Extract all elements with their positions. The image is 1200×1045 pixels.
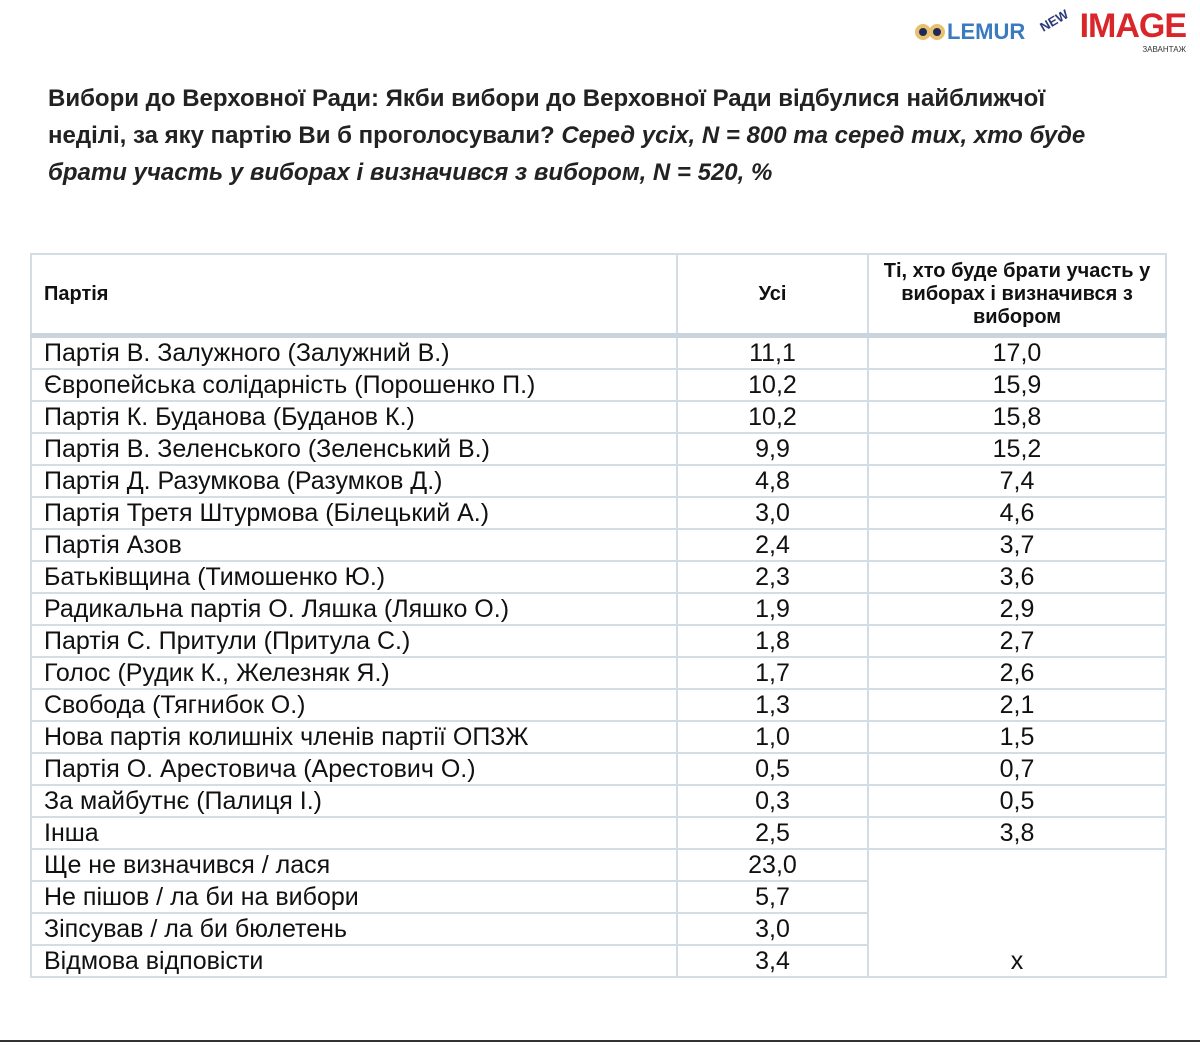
party-cell: Не пішов / ла би на вибори bbox=[30, 880, 678, 914]
all-value-cell: 9,9 bbox=[676, 432, 869, 466]
party-cell: Радикальна партія О. Ляшка (Ляшко О.) bbox=[30, 592, 678, 626]
new-image-logo-sub: ЗАВАНТАЖ bbox=[1142, 45, 1187, 54]
table-row: Партія О. Арестовича (Арестович О.) 0,5 0,… bbox=[30, 752, 1167, 786]
voters-value-cell: 3,8 bbox=[867, 816, 1167, 850]
all-value-cell: 11,1 bbox=[676, 334, 869, 370]
table-row: Ще не визначився / лася 23,0 x bbox=[30, 848, 1167, 978]
party-cell: Ще не визначився / лася bbox=[30, 848, 678, 882]
all-value-cell: 2,4 bbox=[676, 528, 869, 562]
all-value-cell: 10,2 bbox=[676, 368, 869, 402]
all-value-cell: 0,5 bbox=[676, 752, 869, 786]
voters-value-cell: 3,6 bbox=[867, 560, 1167, 594]
all-value-cell: 1,0 bbox=[676, 720, 869, 754]
table-row: Нова партія колишніх членів партії ОПЗЖ 1… bbox=[30, 720, 1167, 754]
voters-value-cell: 7,4 bbox=[867, 464, 1167, 498]
page-title: Вибори до Верховної Ради: Якби вибори до… bbox=[48, 80, 1128, 191]
all-value-cell: 4,8 bbox=[676, 464, 869, 498]
party-cell: Свобода (Тягнибок О.) bbox=[30, 688, 678, 722]
all-value-cell: 0,3 bbox=[676, 784, 869, 818]
party-cell: Відмова відповісти bbox=[30, 944, 678, 978]
all-value-cell: 5,7 bbox=[676, 880, 869, 914]
voters-value-cell: 2,6 bbox=[867, 656, 1167, 690]
header-voters: Ті, хто буде брати участь у виборах і ви… bbox=[867, 253, 1167, 338]
voters-value-cell: 15,8 bbox=[867, 400, 1167, 434]
party-cell: Зіпсував / ла би бюлетень bbox=[30, 912, 678, 946]
new-image-logo-new: NEW bbox=[1037, 6, 1072, 35]
table-row: Партія Третя Штурмова (Білецький А.) 3,0 4… bbox=[30, 496, 1167, 530]
title-sample: Серед усіх, N = 800 та серед тих, хто бу… bbox=[48, 122, 1086, 186]
new-image-logo: NEW IMAGE ЗАВАНТАЖ bbox=[1037, 6, 1188, 55]
party-cell: Голос (Рудик К., Железняк Я.) bbox=[30, 656, 678, 690]
all-value-cell: 1,9 bbox=[676, 592, 869, 626]
party-cell: Партія С. Притули (Притула С.) bbox=[30, 624, 678, 658]
title-question: Вибори до Верховної Ради: Якби вибори до… bbox=[48, 85, 1046, 149]
all-value-cell: 2,3 bbox=[676, 560, 869, 594]
lemur-logo-text: LEMUR bbox=[947, 18, 1026, 44]
table-header-row: Партія Усі Ті, хто буде брати участь у в… bbox=[30, 253, 1167, 338]
all-value-cell: 2,5 bbox=[676, 816, 869, 850]
voters-value-cell: 2,9 bbox=[867, 592, 1167, 626]
table-row: Партія В. Залужного (Залужний В.) 11,1 17,… bbox=[30, 334, 1167, 370]
party-cell: Партія Д. Разумкова (Разумков Д.) bbox=[30, 464, 678, 498]
results-table: Партія Усі Ті, хто буде брати участь у в… bbox=[30, 253, 1167, 978]
all-value-cell: 1,7 bbox=[676, 656, 869, 690]
voters-value-cell: 4,6 bbox=[867, 496, 1167, 530]
all-value-cell: 3,4 bbox=[676, 944, 869, 978]
voters-value-cell: 0,5 bbox=[867, 784, 1167, 818]
all-value-cell: 1,3 bbox=[676, 688, 869, 722]
table-row: Європейська солідарність (Порошенко П.) 1… bbox=[30, 368, 1167, 402]
new-image-logo-text: IMAGE bbox=[1079, 7, 1187, 45]
voters-value-cell: 17,0 bbox=[867, 334, 1167, 370]
table-row: Радикальна партія О. Ляшка (Ляшко О.) 1,9… bbox=[30, 592, 1167, 626]
party-cell: Батьківщина (Тимошенко Ю.) bbox=[30, 560, 678, 594]
logos: LEMUR NEW IMAGE ЗАВАНТАЖ bbox=[915, 6, 1188, 55]
table-row: Партія В. Зеленського (Зеленський В.) 9,9… bbox=[30, 432, 1167, 466]
table-row: Партія С. Притули (Притула С.) 1,8 2,7 bbox=[30, 624, 1167, 658]
voters-value-cell: 0,7 bbox=[867, 752, 1167, 786]
voters-value-cell: 3,7 bbox=[867, 528, 1167, 562]
table-row: Батьківщина (Тимошенко Ю.) 2,3 3,6 bbox=[30, 560, 1167, 594]
all-value-cell: 3,0 bbox=[676, 912, 869, 946]
party-cell: За майбутнє (Палиця І.) bbox=[30, 784, 678, 818]
table-row: Зіпсував / ла би бюлетень 3,0 bbox=[30, 912, 1166, 946]
table-row: Партія Д. Разумкова (Разумков Д.) 4,8 7,4 bbox=[30, 464, 1167, 498]
voters-value-cell: 15,9 bbox=[867, 368, 1167, 402]
lemur-logo: LEMUR bbox=[915, 19, 1025, 45]
header-all: Усі bbox=[676, 253, 869, 338]
table-row: Голос (Рудик К., Железняк Я.) 1,7 2,6 bbox=[30, 656, 1167, 690]
table-row: Свобода (Тягнибок О.) 1,3 2,1 bbox=[30, 688, 1167, 722]
party-cell: Партія Третя Штурмова (Білецький А.) bbox=[30, 496, 678, 530]
party-cell: Партія В. Залужного (Залужний В.) bbox=[30, 334, 678, 370]
table-row: Не пішов / ла би на вибори 5,7 bbox=[30, 880, 1166, 914]
table-row: Відмова відповісти 3,4 bbox=[30, 944, 1166, 978]
all-value-cell: 23,0 bbox=[676, 848, 869, 882]
party-cell: Європейська солідарність (Порошенко П.) bbox=[30, 368, 678, 402]
lemur-eyes-icon bbox=[915, 23, 945, 40]
voters-value-cell: 1,5 bbox=[867, 720, 1167, 754]
voters-value-cell: 2,1 bbox=[867, 688, 1167, 722]
party-cell: Нова партія колишніх членів партії ОПЗЖ bbox=[30, 720, 678, 754]
voters-value-cell: 2,7 bbox=[867, 624, 1167, 658]
header-party: Партія bbox=[30, 253, 678, 338]
all-value-cell: 10,2 bbox=[676, 400, 869, 434]
divider bbox=[0, 1040, 1200, 1042]
all-value-cell: 1,8 bbox=[676, 624, 869, 658]
party-cell: Інша bbox=[30, 816, 678, 850]
table-row: За майбутнє (Палиця І.) 0,3 0,5 bbox=[30, 784, 1167, 818]
table-row: Партія Азов 2,4 3,7 bbox=[30, 528, 1167, 562]
all-value-cell: 3,0 bbox=[676, 496, 869, 530]
voters-value-cell: 15,2 bbox=[867, 432, 1167, 466]
party-cell: Партія В. Зеленського (Зеленський В.) bbox=[30, 432, 678, 466]
table-row: Інша 2,5 3,8 bbox=[30, 816, 1167, 850]
party-cell: Партія О. Арестовича (Арестович О.) bbox=[30, 752, 678, 786]
party-cell: Партія К. Буданова (Буданов К.) bbox=[30, 400, 678, 434]
voters-na-cell: x bbox=[867, 848, 1167, 978]
party-cell: Партія Азов bbox=[30, 528, 678, 562]
table-row: Партія К. Буданова (Буданов К.) 10,2 15,8 bbox=[30, 400, 1167, 434]
